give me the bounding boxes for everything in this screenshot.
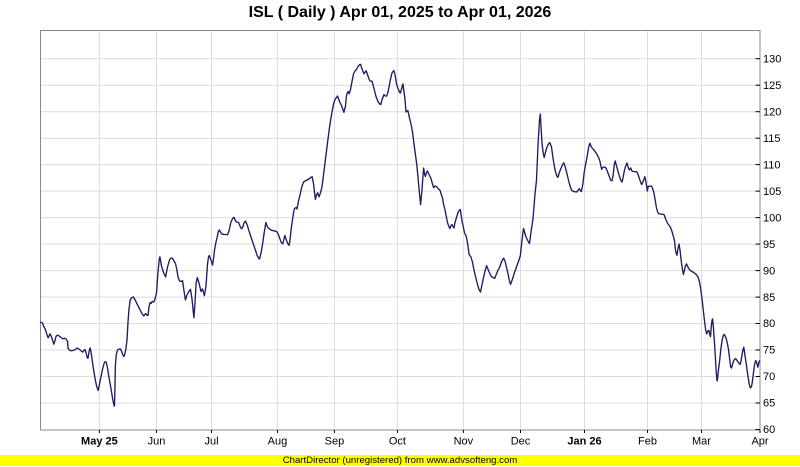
svg-text:ISL ( Daily ) Apr 01, 2025 to: ISL ( Daily ) Apr 01, 2025 to Apr 01, 20…: [249, 4, 552, 21]
svg-text:130: 130: [763, 53, 781, 65]
svg-text:Mar: Mar: [692, 436, 711, 448]
svg-text:105: 105: [763, 186, 781, 198]
svg-text:110: 110: [763, 159, 781, 171]
svg-text:Jan 26: Jan 26: [567, 436, 601, 448]
svg-text:Sep: Sep: [325, 436, 345, 448]
svg-text:125: 125: [763, 80, 781, 92]
svg-text:80: 80: [763, 318, 775, 330]
svg-text:100: 100: [763, 212, 781, 224]
svg-text:Nov: Nov: [454, 436, 474, 448]
svg-text:120: 120: [763, 106, 781, 118]
svg-text:Apr: Apr: [751, 436, 768, 448]
svg-text:Aug: Aug: [268, 436, 288, 448]
svg-text:75: 75: [763, 345, 775, 357]
svg-text:85: 85: [763, 292, 775, 304]
svg-text:Jul: Jul: [204, 436, 218, 448]
svg-text:95: 95: [763, 239, 775, 251]
svg-text:65: 65: [763, 398, 775, 410]
svg-text:Dec: Dec: [511, 436, 531, 448]
svg-text:60: 60: [763, 424, 775, 436]
svg-text:Oct: Oct: [389, 436, 406, 448]
svg-text:115: 115: [763, 133, 781, 145]
svg-text:Feb: Feb: [638, 436, 657, 448]
svg-text:May 25: May 25: [81, 436, 118, 448]
svg-text:Jun: Jun: [148, 436, 166, 448]
svg-text:70: 70: [763, 371, 775, 383]
svg-text:90: 90: [763, 265, 775, 277]
